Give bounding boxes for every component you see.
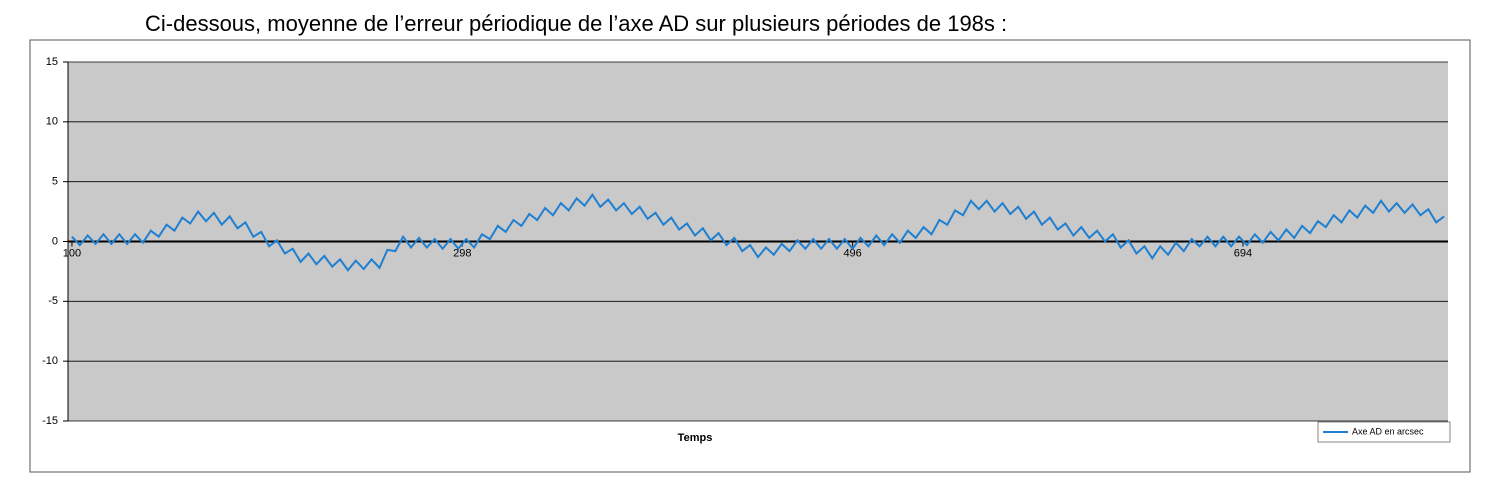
y-tick-label: 10 xyxy=(46,116,58,128)
x-tick-label: 298 xyxy=(453,247,471,259)
x-axis-label: Temps xyxy=(678,432,713,444)
y-tick-label: 0 xyxy=(52,235,58,247)
legend-label: Axe AD en arcsec xyxy=(1352,426,1424,436)
x-tick-label: 496 xyxy=(843,247,861,259)
x-tick-label: 694 xyxy=(1234,247,1252,259)
chart-title: Ci-dessous, moyenne de l’erreur périodiq… xyxy=(145,11,1007,36)
y-tick-label: -10 xyxy=(42,355,58,367)
legend-box xyxy=(1317,421,1451,443)
series-line xyxy=(71,193,1445,272)
y-tick-label: 5 xyxy=(52,176,58,188)
y-tick-label: -15 xyxy=(42,415,58,427)
y-tick-label: 15 xyxy=(46,56,58,68)
y-tick-label: -5 xyxy=(48,295,58,307)
x-tick-label: 100 xyxy=(63,247,81,259)
